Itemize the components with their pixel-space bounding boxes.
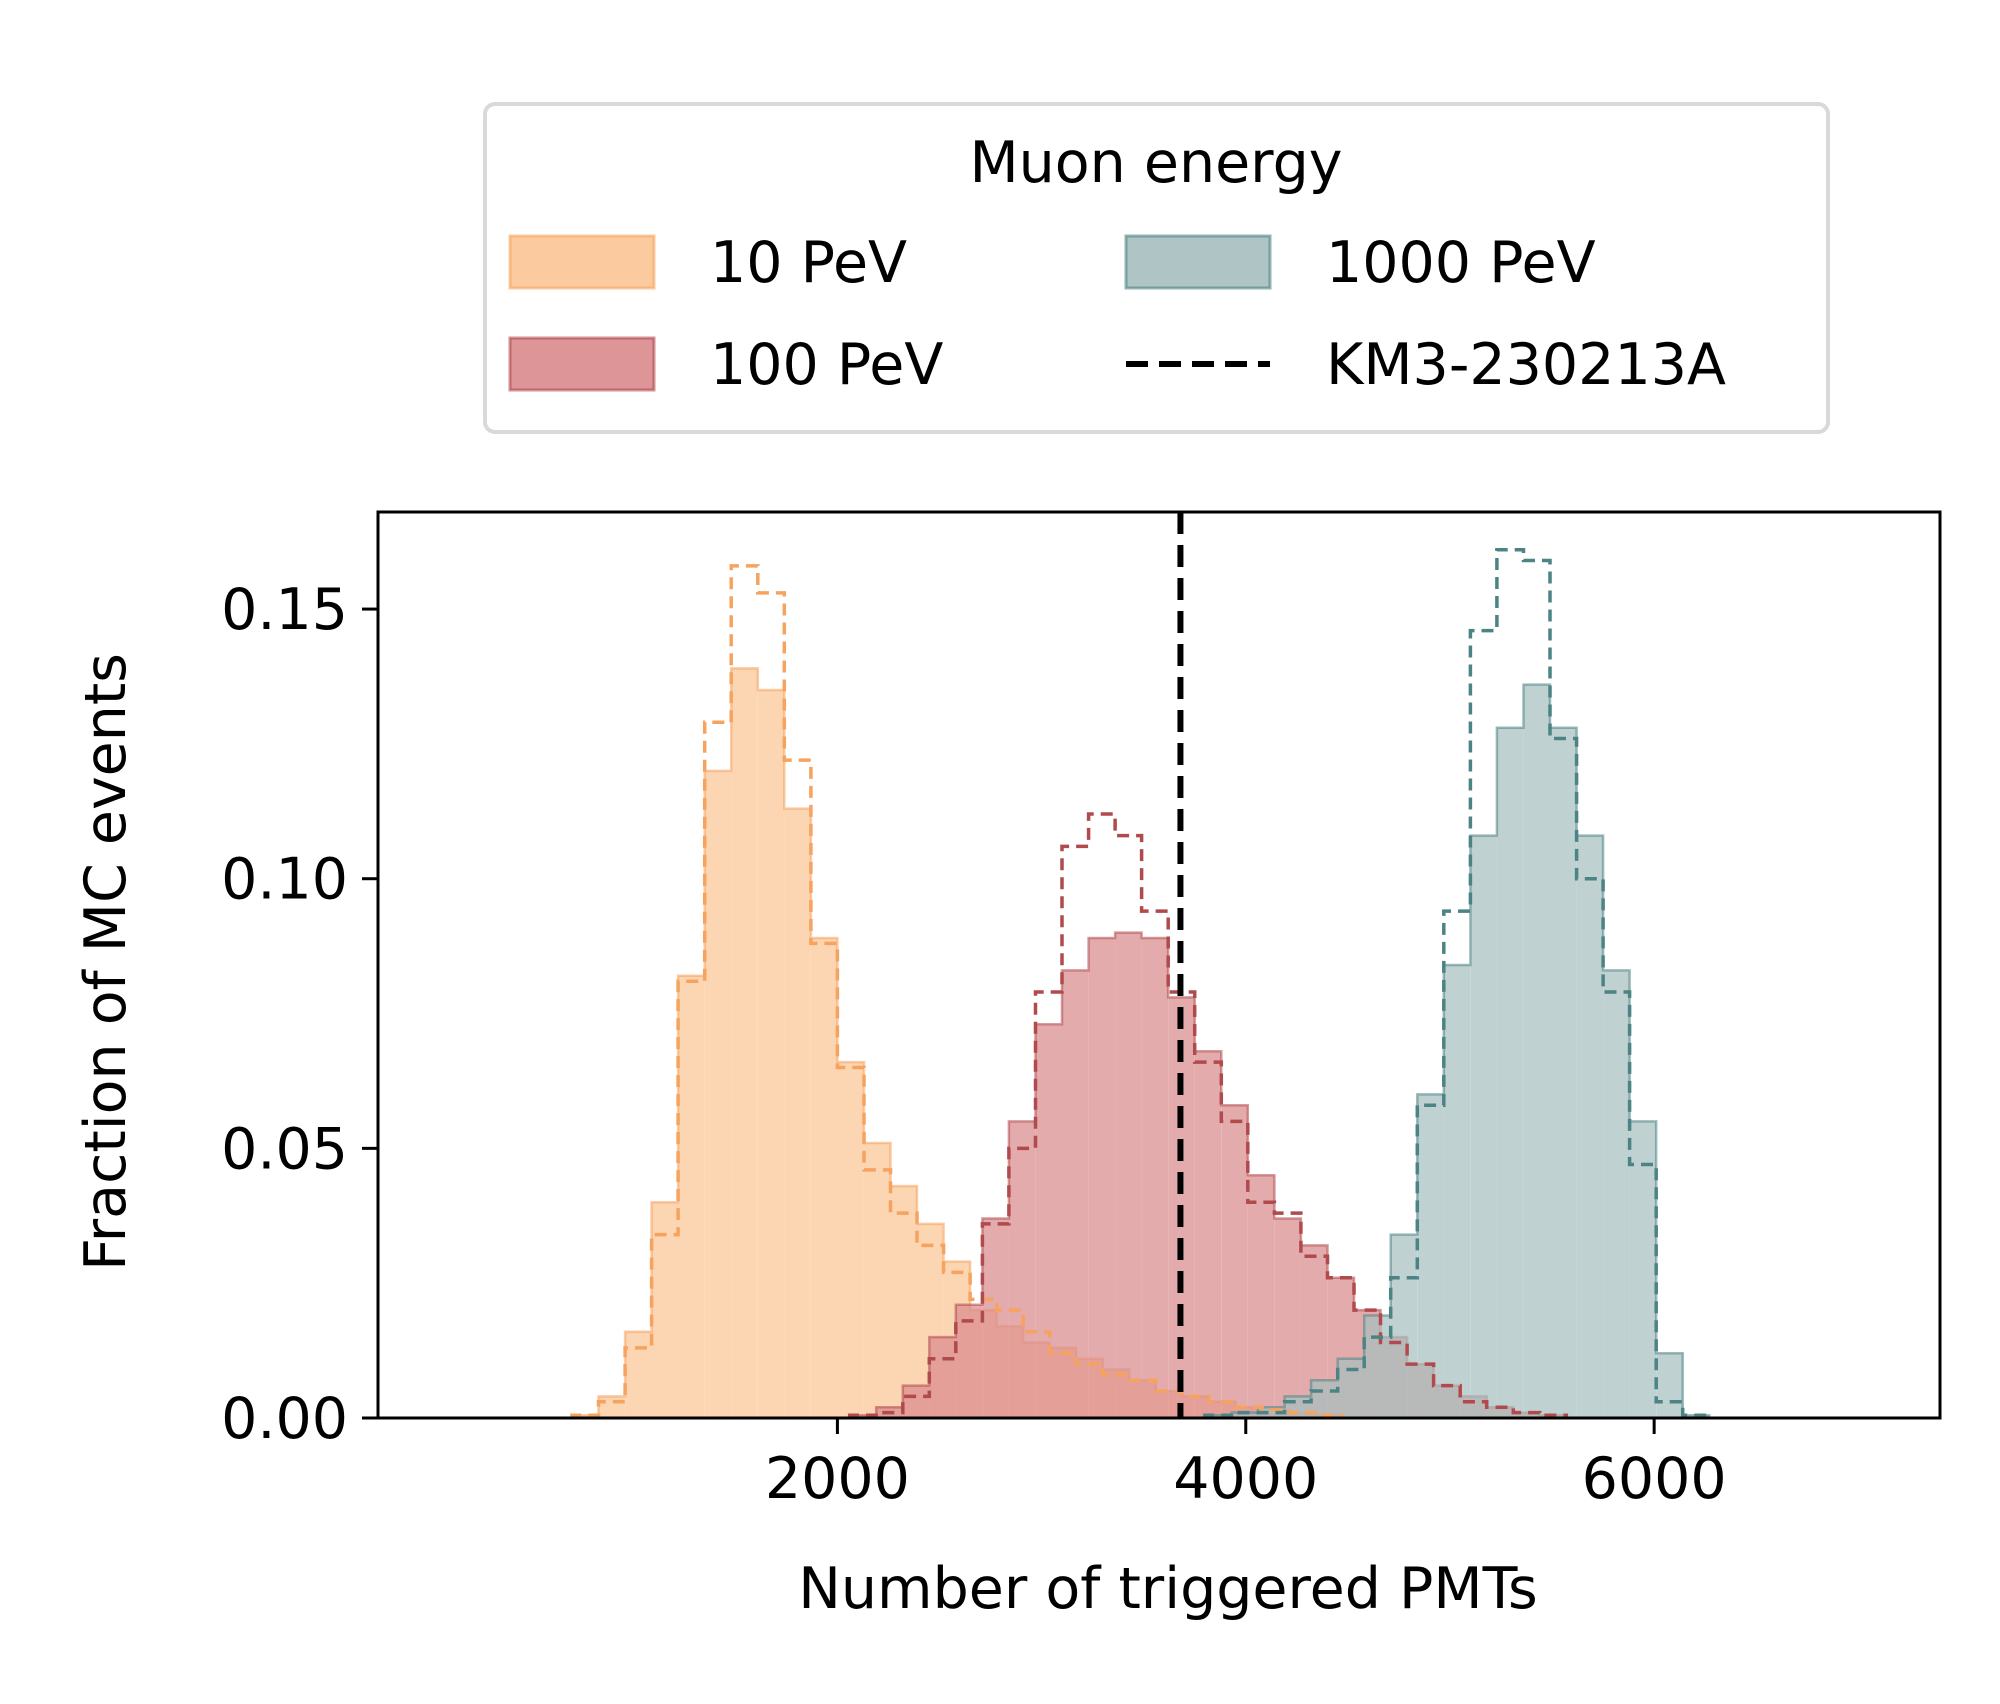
legend-label-10-pev: 10 PeV	[710, 230, 907, 296]
y-tick-label-0.10: 0.10	[221, 847, 348, 913]
legend-title: Muon energy	[969, 130, 1342, 196]
x-tick-label-4000: 4000	[1173, 1446, 1318, 1512]
bar-1000-pev-10	[1470, 835, 1497, 1418]
bar-100-pev-16	[1274, 1218, 1301, 1418]
x-tick-label-2000: 2000	[765, 1446, 910, 1512]
legend-item-km3-230213a: KM3-230213A	[1126, 332, 1726, 398]
y-axis-label: Fraction of MC events	[73, 653, 139, 1271]
bar-100-pev-8	[1062, 970, 1089, 1418]
bar-100-pev-14	[1221, 1105, 1248, 1418]
bar-100-pev-10	[1115, 932, 1142, 1418]
bar-100-pev-4	[955, 1304, 983, 1419]
bar-10-pev-12	[890, 1186, 917, 1418]
bar-100-pev-7	[1035, 1024, 1062, 1418]
bar-100-pev-9	[1088, 938, 1116, 1418]
bar-10-pev-7	[757, 690, 785, 1418]
legend-swatch-1000-pev	[1124, 234, 1272, 290]
bar-1000-pev-6	[1364, 1315, 1391, 1418]
bar-1000-pev-3	[1284, 1396, 1312, 1418]
legend-entries: 10 PeV 100 PeV 1000 PeV KM3-230213A	[508, 230, 1726, 398]
bar-1000-pev-12	[1523, 684, 1550, 1418]
bar-1000-pev-9	[1443, 965, 1471, 1418]
x-axis-label: Number of triggered PMTs	[798, 1556, 1537, 1622]
bar-10-pev-4	[678, 975, 705, 1418]
x-axis: 2000 4000 6000	[765, 1418, 1727, 1512]
legend-label-km3-230213a: KM3-230213A	[1326, 332, 1726, 398]
bar-1000-pev-13	[1550, 727, 1577, 1418]
bar-1000-pev-16	[1629, 1121, 1657, 1418]
legend-item-100-pev: 100 PeV	[508, 332, 943, 398]
bar-100-pev-13	[1194, 1051, 1222, 1418]
plot-area	[439, 512, 1879, 1419]
bar-1000-pev-15	[1603, 970, 1630, 1418]
x-tick-label-6000: 6000	[1582, 1446, 1727, 1512]
bar-10-pev-5	[704, 770, 732, 1418]
y-axis: 0.00 0.05 0.10 0.15	[221, 577, 378, 1452]
bar-10-pev-8	[784, 808, 811, 1418]
bar-100-pev-3	[929, 1337, 956, 1418]
bar-100-pev-15	[1247, 1175, 1275, 1418]
legend-swatch-100-pev	[508, 336, 656, 392]
bar-100-pev-6	[1008, 1121, 1036, 1418]
y-tick-label-0.05: 0.05	[221, 1116, 348, 1182]
bar-1000-pev-1	[1231, 1412, 1258, 1418]
y-tick-label-0.15: 0.15	[221, 577, 348, 643]
bar-1000-pev-11	[1496, 727, 1524, 1418]
legend-item-10-pev: 10 PeV	[508, 230, 907, 296]
dashed-outline-10-pev	[570, 564, 1344, 1418]
bar-10-pev-6	[731, 668, 758, 1418]
legend-swatch-10-pev	[508, 234, 656, 290]
bar-1000-pev-2	[1258, 1407, 1285, 1418]
legend-item-1000-pev: 1000 PeV	[1124, 230, 1596, 296]
bar-10-pev-3	[651, 1202, 679, 1418]
legend-label-1000-pev: 1000 PeV	[1326, 230, 1596, 296]
bar-1000-pev-17	[1656, 1353, 1683, 1418]
bar-10-pev-10	[837, 1062, 864, 1418]
bar-1000-pev-7	[1390, 1234, 1418, 1418]
bar-10-pev-9	[810, 938, 838, 1418]
series-1000-pev	[1203, 683, 1711, 1419]
bar-1000-pev-14	[1576, 835, 1604, 1418]
bar-100-pev-11	[1141, 938, 1169, 1418]
legend: Muon energy 10 PeV 100 PeV 1000 PeV KM3-230…	[483, 102, 1830, 434]
axes-frame	[376, 510, 1942, 1420]
bar-10-pev-11	[864, 1143, 891, 1418]
y-tick-label-0.00: 0.00	[221, 1386, 348, 1452]
legend-label-100-pev: 100 PeV	[710, 332, 943, 398]
bar-1000-pev-8	[1417, 1094, 1444, 1418]
dashed-outline-1000-pev	[1203, 548, 1712, 1418]
bar-10-pev-1	[598, 1396, 625, 1418]
bar-100-pev-5	[982, 1218, 1009, 1418]
bar-10-pev-2	[625, 1331, 652, 1418]
bar-100-pev-2	[902, 1385, 930, 1418]
bar-1000-pev-5	[1337, 1358, 1365, 1418]
